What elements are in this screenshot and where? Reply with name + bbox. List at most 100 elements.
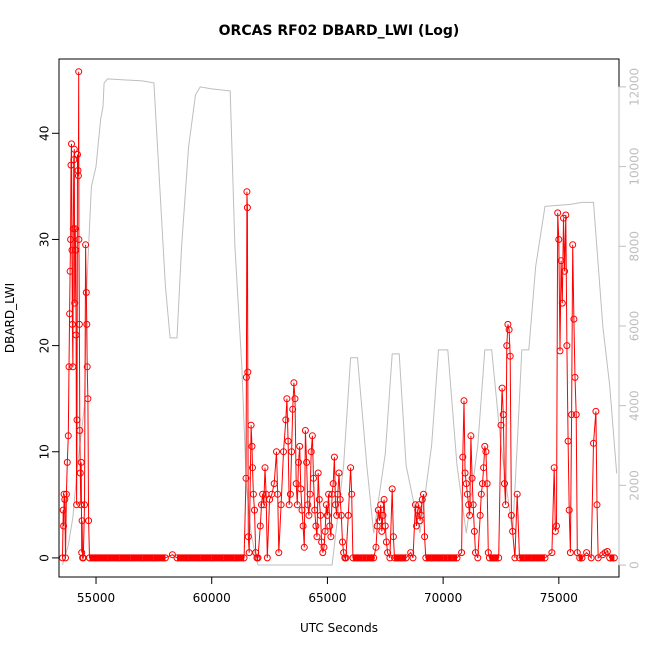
data-point (603, 548, 611, 555)
data-point (75, 320, 83, 328)
y-tick-label: 0 (38, 554, 52, 562)
data-point (495, 554, 503, 562)
data-point (448, 554, 456, 562)
data-point (329, 480, 337, 488)
data-point (498, 384, 506, 392)
data-point (481, 442, 489, 450)
data-point (74, 172, 82, 180)
data-point (333, 511, 341, 519)
data-point (377, 501, 385, 509)
data-point (553, 522, 560, 530)
data-point (534, 554, 542, 562)
data-point (68, 140, 75, 148)
primary-series-line (62, 71, 615, 560)
data-point (66, 267, 74, 275)
data-point (254, 554, 262, 562)
data-point (479, 480, 486, 488)
data-point (428, 554, 436, 562)
data-point (348, 490, 356, 498)
data-point (71, 299, 79, 307)
data-point (208, 554, 216, 562)
data-point (76, 469, 84, 477)
data-point (561, 267, 569, 275)
data-point (476, 511, 484, 519)
data-point (322, 501, 330, 509)
data-point (416, 517, 424, 525)
data-point (402, 554, 410, 562)
x-tick-label: 55000 (77, 591, 115, 605)
secondary-series (62, 78, 618, 566)
data-point (59, 506, 67, 514)
data-point (421, 533, 429, 541)
data-point (243, 188, 251, 196)
data-point (347, 464, 355, 472)
data-point (344, 511, 352, 519)
y2-tick-label: 4000 (628, 390, 642, 421)
data-point (65, 363, 73, 371)
data-point (127, 554, 135, 562)
data-point (592, 407, 600, 415)
data-point (115, 554, 123, 562)
data-point (244, 533, 252, 541)
data-point (72, 331, 80, 339)
data-point (336, 496, 344, 503)
data-point (74, 167, 82, 174)
data-point (378, 527, 386, 535)
data-point (420, 490, 427, 498)
data-point (84, 395, 92, 403)
data-point (499, 411, 507, 419)
data-point (550, 464, 558, 472)
data-point (590, 439, 597, 447)
data-point (243, 204, 251, 212)
data-point (541, 554, 549, 562)
data-point (562, 211, 570, 219)
y2-tick-label: 12000 (628, 68, 642, 106)
data-point (503, 342, 511, 350)
data-point (305, 511, 313, 519)
data-point (566, 549, 574, 557)
data-point (462, 480, 470, 488)
data-point (293, 501, 301, 509)
data-point (60, 490, 68, 498)
data-point (298, 506, 306, 514)
data-point (261, 464, 269, 472)
data-point (354, 554, 361, 562)
data-point (301, 427, 309, 434)
data-point (67, 161, 75, 169)
data-point (196, 554, 204, 562)
data-point (77, 458, 85, 466)
data-point (326, 522, 334, 530)
data-point (557, 257, 565, 265)
data-point (288, 448, 296, 456)
data-point (380, 496, 388, 503)
data-point (296, 442, 304, 450)
data-point (593, 501, 601, 509)
data-point (275, 549, 283, 557)
data-point (85, 517, 93, 525)
data-point (290, 379, 298, 387)
data-point (388, 485, 396, 493)
data-point (168, 551, 176, 559)
data-point (68, 246, 76, 254)
data-point (249, 464, 256, 472)
data-point (92, 554, 100, 562)
data-point (306, 490, 314, 498)
data-point (527, 554, 535, 562)
data-point (444, 554, 452, 562)
data-point (501, 480, 508, 488)
data-point (260, 501, 268, 509)
data-point (467, 432, 475, 440)
data-point (477, 490, 485, 498)
data-point (138, 554, 146, 562)
data-point (303, 458, 311, 466)
data-point (505, 326, 513, 334)
data-point (337, 511, 345, 519)
data-point (569, 241, 577, 249)
data-point (259, 490, 267, 498)
data-point (70, 156, 78, 164)
data-point (564, 437, 572, 445)
data-point (285, 501, 293, 509)
data-point (219, 554, 227, 562)
data-point (291, 395, 299, 403)
data-point (587, 554, 595, 562)
